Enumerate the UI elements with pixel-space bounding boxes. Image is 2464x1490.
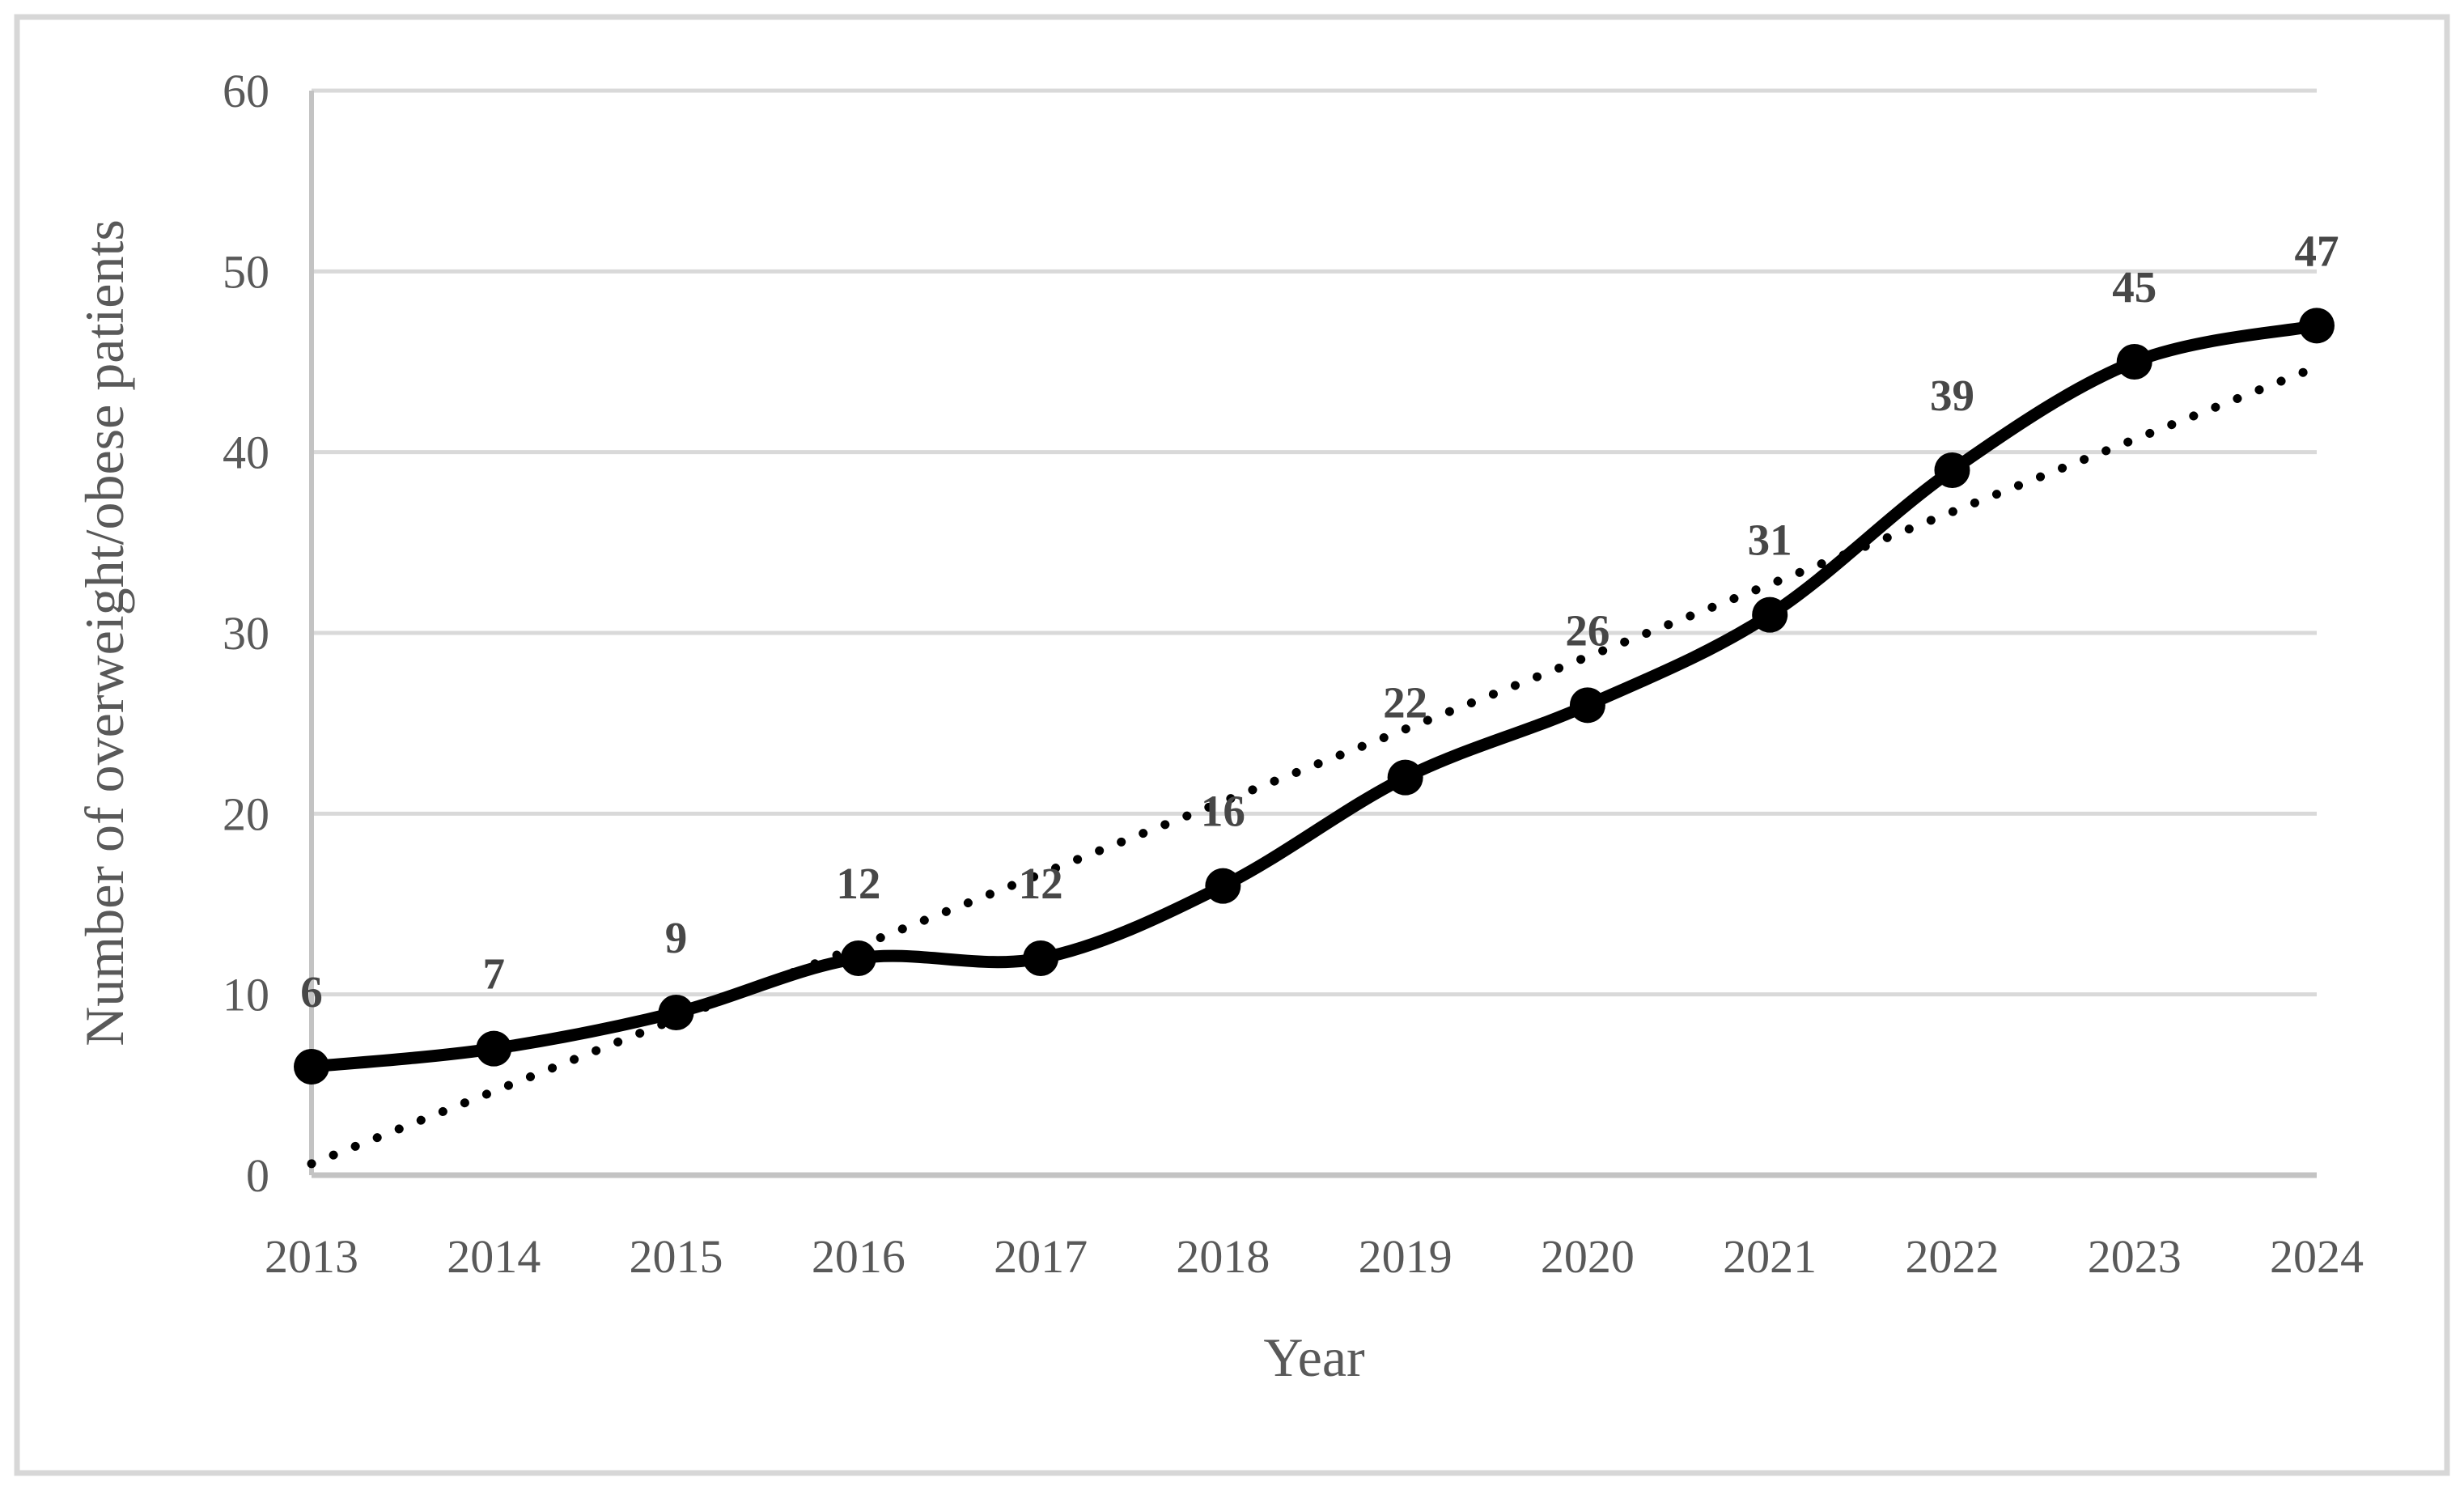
data-label: 16 <box>1201 787 1245 836</box>
y-axis-tick-label: 30 <box>223 607 269 660</box>
data-label: 47 <box>2295 226 2339 275</box>
data-label: 39 <box>1930 371 1974 420</box>
x-axis-tick-label: 2018 <box>1176 1230 1270 1283</box>
data-labels: 6 7 9 12 12 16 22 26 31 39 45 47 <box>300 226 2339 1017</box>
data-point-marker <box>2299 308 2335 344</box>
data-label: 22 <box>1383 678 1427 728</box>
data-point-marker <box>476 1030 512 1067</box>
data-point-marker <box>1934 452 1970 488</box>
x-axis-tick-label: 2015 <box>630 1230 723 1283</box>
y-axis-tick-label: 10 <box>223 969 269 1021</box>
trendline <box>307 362 2322 1169</box>
x-axis-tick-label: 2022 <box>1905 1230 1999 1283</box>
data-label: 6 <box>300 967 323 1017</box>
data-label: 7 <box>483 949 506 999</box>
y-axis-tick-label: 60 <box>223 65 269 117</box>
data-point-marker <box>1387 759 1423 796</box>
data-point-marker <box>1569 687 1605 724</box>
data-point-marker <box>2116 344 2152 380</box>
data-label: 26 <box>1565 605 1609 655</box>
data-label: 12 <box>1019 859 1063 908</box>
y-axis-tick-label: 0 <box>246 1149 269 1202</box>
x-axis-tick-label: 2014 <box>447 1230 541 1283</box>
data-point-marker <box>1023 940 1059 976</box>
x-axis-tick-label: 2013 <box>265 1230 358 1283</box>
y-axis-tick-label: 40 <box>223 427 269 479</box>
x-axis-tick-label: 2019 <box>1359 1230 1453 1283</box>
y-axis-title: Number of overweight/obese patients <box>74 219 135 1046</box>
x-axis-tick-labels: 2013 2014 2015 2016 2017 2018 2019 2020 2021 2022… <box>265 1230 2364 1283</box>
data-label: 31 <box>1748 516 1792 565</box>
data-point-marker <box>1752 596 1788 633</box>
data-point-marker <box>840 940 876 976</box>
x-axis-tick-label: 2020 <box>1541 1230 1635 1283</box>
x-axis-tick-label: 2023 <box>2088 1230 2182 1283</box>
data-point-marker <box>658 995 694 1030</box>
x-axis-tick-label: 2021 <box>1723 1230 1817 1283</box>
x-axis-tick-label: 2024 <box>2270 1230 2364 1283</box>
figure-border <box>14 14 2450 1476</box>
data-point-markers <box>294 308 2335 1085</box>
data-label: 12 <box>836 859 880 908</box>
data-point-marker <box>1205 868 1241 904</box>
x-axis-tick-label: 2017 <box>994 1230 1088 1283</box>
axis-lines <box>309 91 2317 1178</box>
y-axis-tick-label: 50 <box>223 245 269 298</box>
data-label: 9 <box>665 913 688 962</box>
x-axis-tick-label: 2016 <box>812 1230 905 1283</box>
data-point-marker <box>294 1049 329 1085</box>
y-axis-tick-label: 20 <box>223 787 269 840</box>
trendline-dotted <box>307 362 2322 1169</box>
gridlines <box>312 88 2317 997</box>
y-axis-tick-labels: 0 10 20 30 40 50 60 <box>223 65 269 1202</box>
data-label: 45 <box>2112 262 2157 312</box>
x-axis-title: Year <box>1263 1327 1365 1388</box>
